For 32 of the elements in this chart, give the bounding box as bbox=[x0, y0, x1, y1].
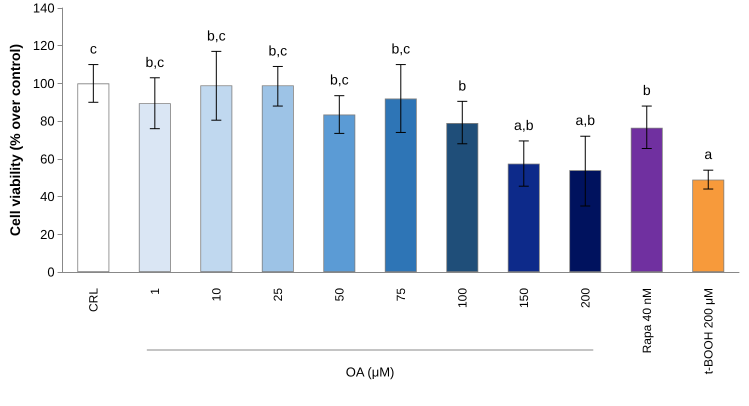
y-tick-label: 0 bbox=[47, 264, 55, 280]
annotation: a,b bbox=[514, 116, 534, 133]
y-tick-label: 120 bbox=[32, 38, 55, 54]
annotation: c bbox=[90, 40, 97, 57]
annotation: b,c bbox=[206, 27, 226, 44]
annotation: b bbox=[458, 77, 466, 94]
y-tick-label: 40 bbox=[40, 189, 55, 204]
annotation: b,c bbox=[268, 42, 288, 58]
y-tick-label: 100 bbox=[32, 76, 55, 91]
x-tick-label: CRL bbox=[86, 288, 100, 312]
x-axis-title: OA (μM) bbox=[346, 364, 394, 380]
x-tick-label: 10 bbox=[209, 288, 224, 302]
annotation: b,c bbox=[391, 40, 410, 57]
annotation: a,b bbox=[576, 112, 596, 128]
y-tick-label: 140 bbox=[32, 0, 55, 16]
x-tick-label: 200 bbox=[578, 288, 592, 308]
x-tick-label: Rapa 40 nM bbox=[640, 288, 654, 354]
annotation: b bbox=[642, 82, 651, 98]
y-tick-label: 60 bbox=[40, 151, 55, 166]
annotation: b,c bbox=[145, 54, 164, 70]
annotation: b,c bbox=[330, 72, 349, 88]
x-tick-label: 150 bbox=[516, 288, 531, 308]
x-tick-label: 100 bbox=[455, 288, 470, 308]
annotation: a bbox=[704, 146, 712, 162]
x-tick-label: 50 bbox=[332, 288, 346, 302]
y-tick-label: 80 bbox=[40, 114, 55, 129]
x-tick-label: t-BOOH 200 μM bbox=[701, 288, 716, 374]
x-tick-label: 1 bbox=[148, 288, 162, 295]
y-tick-label: 20 bbox=[40, 226, 55, 242]
x-tick-label: 75 bbox=[394, 288, 408, 302]
x-tick-label: 25 bbox=[270, 288, 285, 302]
y-axis-title: Cell viability (% over control) bbox=[7, 44, 23, 236]
